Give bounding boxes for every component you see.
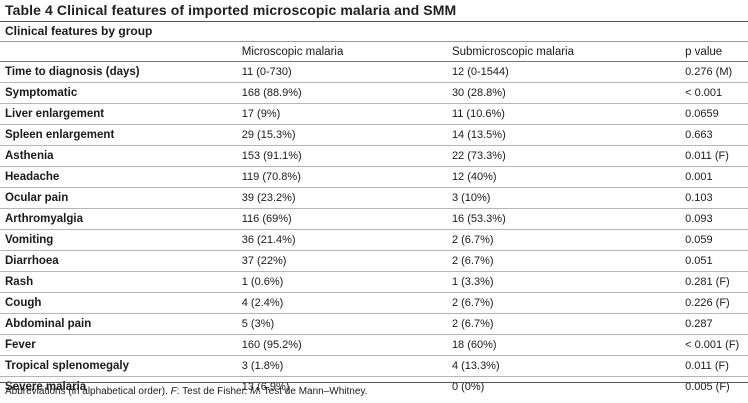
feature-cell: Symptomatic bbox=[0, 82, 242, 104]
subtitle-rule bbox=[0, 41, 748, 42]
feature-cell: Ocular pain bbox=[0, 187, 242, 209]
feature-cell: Severe malaria bbox=[0, 376, 242, 397]
table-row: Liver enlargement 17 (9%) 11 (10.6%) 0.0659 bbox=[0, 103, 748, 125]
table-row: Asthenia 153 (91.1%) 22 (73.3%) 0.011 (F) bbox=[0, 145, 748, 167]
submicroscopic-cell: 0 (0%) bbox=[451, 376, 686, 397]
table-row: Arthromyalgia 116 (69%) 16 (53.3%) 0.093 bbox=[0, 208, 748, 230]
microscopic-cell: 39 (23.2%) bbox=[241, 187, 452, 209]
microscopic-cell: 37 (22%) bbox=[241, 250, 452, 272]
footnote-prefix: Abbreviations (in alphabetical order). bbox=[5, 386, 171, 397]
table-row: Ocular pain 39 (23.2%) 3 (10%) 0.103 bbox=[0, 187, 748, 209]
table-row: Fever 160 (95.2%) 18 (60%) < 0.001 (F) bbox=[0, 334, 748, 356]
p-value-cell: 0.103 bbox=[685, 187, 748, 209]
feature-cell: Fever bbox=[0, 334, 242, 356]
p-value-cell: 0.281 (F) bbox=[685, 271, 748, 293]
p-value-cell: 0.005 (F) bbox=[685, 376, 748, 397]
microscopic-cell: 29 (15.3%) bbox=[241, 124, 452, 146]
submicroscopic-cell: 2 (6.7%) bbox=[451, 229, 686, 251]
feature-cell: Liver enlargement bbox=[0, 103, 242, 125]
table-row: Abdominal pain 5 (3%) 2 (6.7%) 0.287 bbox=[0, 313, 748, 335]
p-value-cell: 0.226 (F) bbox=[685, 292, 748, 314]
p-value-cell: 0.0659 bbox=[685, 103, 748, 125]
footnote-f-text: : Test de Fisher. bbox=[176, 386, 250, 397]
table-row: Headache 119 (70.8%) 12 (40%) 0.001 bbox=[0, 166, 748, 188]
submicroscopic-cell: 1 (3.3%) bbox=[451, 271, 686, 293]
submicroscopic-cell: 2 (6.7%) bbox=[451, 250, 686, 272]
microscopic-cell: 11 (0-730) bbox=[241, 61, 452, 83]
table-footnote: Abbreviations (in alphabetical order). F… bbox=[5, 386, 367, 397]
submicroscopic-cell: 11 (10.6%) bbox=[451, 103, 686, 125]
table-row: Spleen enlargement 29 (15.3%) 14 (13.5%) 0.… bbox=[0, 124, 748, 146]
header-row: Microscopic malaria Submicroscopic malar… bbox=[0, 42, 748, 62]
feature-cell: Tropical splenomegaly bbox=[0, 355, 242, 377]
submicroscopic-cell: 22 (73.3%) bbox=[451, 145, 686, 167]
feature-cell: Time to diagnosis (days) bbox=[0, 61, 242, 83]
submicroscopic-cell: 4 (13.3%) bbox=[451, 355, 686, 377]
top-rule bbox=[0, 21, 748, 22]
p-value-cell: 0.011 (F) bbox=[685, 355, 748, 377]
table-row: Severe malaria 13 (6.9%) 0 (0%) 0.005 (F) bbox=[0, 376, 748, 397]
p-value-cell: 0.011 (F) bbox=[685, 145, 748, 167]
feature-cell: Vomiting bbox=[0, 229, 242, 251]
bottom-rule bbox=[0, 382, 748, 383]
submicroscopic-cell: 18 (60%) bbox=[451, 334, 686, 356]
table-row: Diarrhoea 37 (22%) 2 (6.7%) 0.051 bbox=[0, 250, 748, 272]
feature-cell: Rash bbox=[0, 271, 242, 293]
header-feature bbox=[0, 42, 242, 62]
submicroscopic-cell: 14 (13.5%) bbox=[451, 124, 686, 146]
feature-cell: Diarrhoea bbox=[0, 250, 242, 272]
feature-cell: Cough bbox=[0, 292, 242, 314]
feature-cell: Spleen enlargement bbox=[0, 124, 242, 146]
microscopic-cell: 160 (95.2%) bbox=[241, 334, 452, 356]
microscopic-cell: 5 (3%) bbox=[241, 313, 452, 335]
p-value-cell: 0.059 bbox=[685, 229, 748, 251]
microscopic-cell: 116 (69%) bbox=[241, 208, 452, 230]
submicroscopic-cell: 2 (6.7%) bbox=[451, 292, 686, 314]
feature-cell: Asthenia bbox=[0, 145, 242, 167]
table-row: Time to diagnosis (days) 11 (0-730) 12 (0-… bbox=[0, 61, 748, 83]
microscopic-cell: 17 (9%) bbox=[241, 103, 452, 125]
p-value-cell: 0.276 (M) bbox=[685, 61, 748, 83]
submicroscopic-cell: 12 (0-1544) bbox=[451, 61, 686, 83]
p-value-cell: < 0.001 bbox=[685, 82, 748, 104]
submicroscopic-cell: 3 (10%) bbox=[451, 187, 686, 209]
clinical-features-table: Microscopic malaria Submicroscopic malar… bbox=[0, 42, 748, 397]
p-value-cell: 0.001 bbox=[685, 166, 748, 188]
table-row: Cough 4 (2.4%) 2 (6.7%) 0.226 (F) bbox=[0, 292, 748, 314]
microscopic-cell: 168 (88.9%) bbox=[241, 82, 452, 104]
microscopic-cell: 4 (2.4%) bbox=[241, 292, 452, 314]
footnote-m-text: : Test de Mann–Whitney. bbox=[258, 386, 368, 397]
submicroscopic-cell: 30 (28.8%) bbox=[451, 82, 686, 104]
p-value-cell: < 0.001 (F) bbox=[685, 334, 748, 356]
footnote-f-key: F bbox=[170, 386, 177, 397]
submicroscopic-cell: 12 (40%) bbox=[451, 166, 686, 188]
footnote-m-key: M bbox=[249, 386, 259, 397]
microscopic-cell: 13 (6.9%) bbox=[241, 376, 452, 397]
table-row: Symptomatic 168 (88.9%) 30 (28.8%) < 0.001 bbox=[0, 82, 748, 104]
microscopic-cell: 119 (70.8%) bbox=[241, 166, 452, 188]
table-row: Vomiting 36 (21.4%) 2 (6.7%) 0.059 bbox=[0, 229, 748, 251]
p-value-cell: 0.051 bbox=[685, 250, 748, 272]
microscopic-cell: 36 (21.4%) bbox=[241, 229, 452, 251]
feature-cell: Arthromyalgia bbox=[0, 208, 242, 230]
header-submicroscopic: Submicroscopic malaria bbox=[451, 45, 575, 58]
microscopic-cell: 3 (1.8%) bbox=[241, 355, 452, 377]
feature-cell: Abdominal pain bbox=[0, 313, 242, 335]
table-title: Table 4 Clinical features of imported mi… bbox=[5, 2, 457, 18]
submicroscopic-cell: 16 (53.3%) bbox=[451, 208, 686, 230]
p-value-cell: 0.287 bbox=[685, 313, 748, 335]
microscopic-cell: 1 (0.6%) bbox=[241, 271, 452, 293]
table-row: Rash 1 (0.6%) 1 (3.3%) 0.281 (F) bbox=[0, 271, 748, 293]
header-p-value: p value bbox=[685, 45, 723, 58]
submicroscopic-cell: 2 (6.7%) bbox=[451, 313, 686, 335]
table-row: Tropical splenomegaly 3 (1.8%) 4 (13.3%) 0.… bbox=[0, 355, 748, 377]
header-microscopic: Microscopic malaria bbox=[241, 45, 344, 58]
table-body: Time to diagnosis (days) 11 (0-730) 12 (0-… bbox=[0, 61, 748, 397]
p-value-cell: 0.093 bbox=[685, 208, 748, 230]
microscopic-cell: 153 (91.1%) bbox=[241, 145, 452, 167]
feature-cell: Headache bbox=[0, 166, 242, 188]
table-subtitle: Clinical features by group bbox=[5, 24, 153, 38]
p-value-cell: 0.663 bbox=[685, 124, 748, 146]
